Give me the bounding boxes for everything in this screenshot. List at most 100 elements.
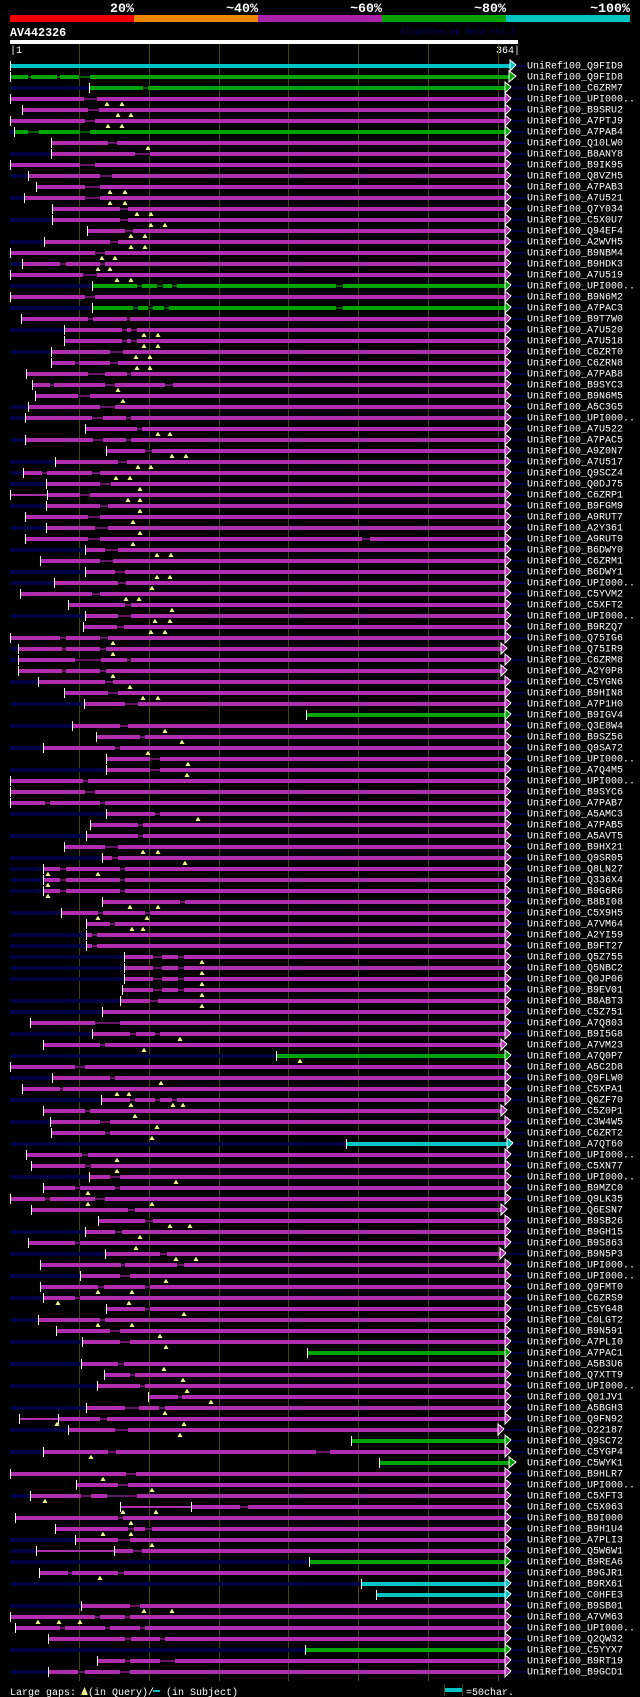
svg-text:UniRef100_B9IGV4: UniRef100_B9IGV4 — [527, 710, 623, 722]
svg-text:UniRef100_Q9SCZ4: UniRef100_Q9SCZ4 — [527, 468, 623, 480]
svg-text:UniRef100_B9REA6: UniRef100_B9REA6 — [527, 1557, 623, 1569]
svg-text:UniRef100_A7U518: UniRef100_A7U518 — [527, 336, 623, 348]
svg-text:UniRef100_B9SRU2: UniRef100_B9SRU2 — [527, 105, 623, 117]
svg-text:UniRef100_A7PAC1: UniRef100_A7PAC1 — [527, 1348, 623, 1360]
svg-text:AV442326: AV442326 — [10, 26, 66, 40]
svg-text:UniRef100_UPI000..: UniRef100_UPI000.. — [527, 1381, 635, 1393]
svg-text:UniRef100_B9SZ56: UniRef100_B9SZ56 — [527, 732, 623, 744]
svg-text:UniRef100_A7PAC5: UniRef100_A7PAC5 — [527, 435, 623, 447]
svg-text:UniRef100_UPI000..: UniRef100_UPI000.. — [527, 1172, 635, 1184]
svg-text:UniRef100_B9SYC6: UniRef100_B9SYC6 — [527, 787, 623, 799]
svg-text:UniRef100_Q9SC72: UniRef100_Q9SC72 — [527, 1436, 623, 1448]
svg-text:UniRef100_A5C3G5: UniRef100_A5C3G5 — [527, 402, 623, 414]
svg-text:UniRef100_A7PTJ9: UniRef100_A7PTJ9 — [527, 116, 623, 128]
svg-text:UniRef100_B9SB01: UniRef100_B9SB01 — [527, 1601, 623, 1613]
svg-text:UniRef100_C5YVM2: UniRef100_C5YVM2 — [527, 589, 623, 601]
svg-text:UniRef100_Q9FID9: UniRef100_Q9FID9 — [527, 61, 623, 73]
svg-text:UniRef100_UPI000..: UniRef100_UPI000.. — [527, 1623, 635, 1635]
svg-text:UniRef100_B8BI08: UniRef100_B8BI08 — [527, 897, 623, 909]
svg-text:UniRef100_C6ZRT2: UniRef100_C6ZRT2 — [527, 1128, 623, 1140]
svg-text:UniRef100_Q9FID8: UniRef100_Q9FID8 — [527, 72, 623, 84]
svg-text:UniRef100_A7P1H0: UniRef100_A7P1H0 — [527, 699, 623, 711]
svg-text:UniRef100_B9N591: UniRef100_B9N591 — [527, 1326, 623, 1338]
svg-text:UniRef100_A7U522: UniRef100_A7U522 — [527, 424, 623, 436]
svg-text:UniRef100_B9HLR7: UniRef100_B9HLR7 — [527, 1469, 623, 1481]
svg-text:UniRef100_A7Q4M5: UniRef100_A7Q4M5 — [527, 765, 623, 777]
svg-text:UniRef100_Q0DJ75: UniRef100_Q0DJ75 — [527, 479, 623, 491]
svg-text:UniRef100_A7Q0P7: UniRef100_A7Q0P7 — [527, 1051, 623, 1063]
svg-text:UniRef100_C5YYX7: UniRef100_C5YYX7 — [527, 1645, 623, 1657]
svg-text:|1: |1 — [10, 45, 22, 57]
svg-text:UniRef100_B9GCD1: UniRef100_B9GCD1 — [527, 1667, 623, 1679]
svg-text:UniRef100_Q75IR9: UniRef100_Q75IR9 — [527, 644, 623, 656]
svg-text:UniRef100_C6ZRM7: UniRef100_C6ZRM7 — [527, 83, 623, 95]
svg-text:UniRef100_Q336X4: UniRef100_Q336X4 — [527, 875, 623, 887]
svg-text:UniRef100_B9SB26: UniRef100_B9SB26 — [527, 1216, 623, 1228]
svg-text:UniRef100_A7Q803: UniRef100_A7Q803 — [527, 1018, 623, 1030]
svg-text:UniRef100_C6ZRS9: UniRef100_C6ZRS9 — [527, 1293, 623, 1305]
svg-text:UniRef100_C5YGP4: UniRef100_C5YGP4 — [527, 1447, 623, 1459]
svg-text:~40%: ~40% — [226, 1, 258, 16]
svg-text:UniRef100_C5Z0P1: UniRef100_C5Z0P1 — [527, 1106, 623, 1118]
svg-text:UniRef100_A9Z0N7: UniRef100_A9Z0N7 — [527, 446, 623, 458]
svg-text:UniRef100_Q94EF4: UniRef100_Q94EF4 — [527, 226, 623, 238]
svg-text:20%: 20% — [110, 1, 134, 16]
svg-text:(in Query)/: (in Query)/ — [88, 1687, 154, 1697]
svg-text:UniRef100_Q0JP06: UniRef100_Q0JP06 — [527, 974, 623, 986]
svg-text:UniRef100_B8ANY8: UniRef100_B8ANY8 — [527, 149, 623, 161]
svg-text:UniRef100_A7PAB8: UniRef100_A7PAB8 — [527, 369, 623, 381]
svg-text:UniRef100_UPI000..: UniRef100_UPI000.. — [527, 413, 635, 425]
svg-text:UniRef100_A7VM23: UniRef100_A7VM23 — [527, 1040, 623, 1052]
svg-text:UniRef100_A7PAB5: UniRef100_A7PAB5 — [527, 820, 623, 832]
svg-text:UniRef100_C6ZRN8: UniRef100_C6ZRN8 — [527, 358, 623, 370]
svg-text:UniRef100_B9HIN8: UniRef100_B9HIN8 — [527, 688, 623, 700]
svg-text:UniRef100_B9I5G8: UniRef100_B9I5G8 — [527, 1029, 623, 1041]
svg-text:~100%: ~100% — [590, 1, 630, 16]
svg-text:UniRef100_C5XFT3: UniRef100_C5XFT3 — [527, 1491, 623, 1503]
svg-text:UniRef100_B9S863: UniRef100_B9S863 — [527, 1238, 623, 1250]
svg-text:=50char.: =50char. — [466, 1687, 514, 1697]
svg-text:UniRef100_B6DWY0: UniRef100_B6DWY0 — [527, 545, 623, 557]
svg-text:UniRef100_UPI000..: UniRef100_UPI000.. — [527, 1480, 635, 1492]
svg-text:UniRef100_B9N5P3: UniRef100_B9N5P3 — [527, 1249, 623, 1261]
svg-text:UniRef100_Q8LN27: UniRef100_Q8LN27 — [527, 864, 623, 876]
svg-text:UniRef100_C5YG48: UniRef100_C5YG48 — [527, 1304, 623, 1316]
svg-text:UniRef100_A2Y0P8: UniRef100_A2Y0P8 — [527, 666, 623, 678]
svg-text:AlignView.pm Beta rel.7: AlignView.pm Beta rel.7 — [400, 27, 515, 37]
svg-text:UniRef100_C6ZRM1: UniRef100_C6ZRM1 — [527, 556, 623, 568]
svg-text:UniRef100_C5YGN6: UniRef100_C5YGN6 — [527, 677, 623, 689]
svg-text:UniRef100_B9GJR1: UniRef100_B9GJR1 — [527, 1568, 623, 1580]
svg-text:UniRef100_Q7Y034: UniRef100_Q7Y034 — [527, 204, 623, 216]
svg-text:UniRef100_B9SYC3: UniRef100_B9SYC3 — [527, 380, 623, 392]
svg-text:UniRef100_A7PAC3: UniRef100_A7PAC3 — [527, 303, 623, 315]
svg-text:364|: 364| — [496, 45, 520, 57]
svg-text:UniRef100_Q75IG6: UniRef100_Q75IG6 — [527, 633, 623, 645]
svg-text:UniRef100_C6ZRP1: UniRef100_C6ZRP1 — [527, 490, 623, 502]
svg-text:UniRef100_B9G6R6: UniRef100_B9G6R6 — [527, 886, 623, 898]
svg-text:UniRef100_Q2QW32: UniRef100_Q2QW32 — [527, 1634, 623, 1646]
svg-text:UniRef100_A7VM64: UniRef100_A7VM64 — [527, 919, 623, 931]
svg-text:UniRef100_A7PAB3: UniRef100_A7PAB3 — [527, 182, 623, 194]
svg-text:UniRef100_B9NBM4: UniRef100_B9NBM4 — [527, 248, 623, 260]
svg-text:UniRef100_B9EV01: UniRef100_B9EV01 — [527, 985, 623, 997]
svg-text:UniRef100_C5XFT2: UniRef100_C5XFT2 — [527, 600, 623, 612]
svg-text:UniRef100_B9IK95: UniRef100_B9IK95 — [527, 160, 623, 172]
svg-text:UniRef100_C0HFE3: UniRef100_C0HFE3 — [527, 1590, 623, 1602]
svg-text:UniRef100_B9HX21: UniRef100_B9HX21 — [527, 842, 623, 854]
svg-text:UniRef100_Q10LW0: UniRef100_Q10LW0 — [527, 138, 623, 150]
svg-text:UniRef100_A5C2D8: UniRef100_A5C2D8 — [527, 1062, 623, 1074]
svg-text:UniRef100_C6ZRM8: UniRef100_C6ZRM8 — [527, 655, 623, 667]
svg-text:UniRef100_UPI000..: UniRef100_UPI000.. — [527, 94, 635, 106]
svg-text:UniRef100_B9MZC0: UniRef100_B9MZC0 — [527, 1183, 623, 1195]
svg-text:Large gaps:: Large gaps: — [10, 1688, 76, 1697]
svg-text:UniRef100_Q5Z755: UniRef100_Q5Z755 — [527, 952, 623, 964]
svg-text:UniRef100_UPI000..: UniRef100_UPI000.. — [527, 1150, 635, 1162]
svg-text:UniRef100_B9H1U4: UniRef100_B9H1U4 — [527, 1524, 623, 1536]
svg-text:UniRef100_B9RZQ7: UniRef100_B9RZQ7 — [527, 622, 623, 634]
svg-text:UniRef100_UPI000..: UniRef100_UPI000.. — [527, 281, 635, 293]
svg-text:UniRef100_Q7XTT9: UniRef100_Q7XTT9 — [527, 1370, 623, 1382]
svg-text:UniRef100_Q5W6W1: UniRef100_Q5W6W1 — [527, 1546, 623, 1558]
svg-text:UniRef100_A5BGH3: UniRef100_A5BGH3 — [527, 1403, 623, 1415]
svg-text:UniRef100_B9T7W0: UniRef100_B9T7W0 — [527, 314, 623, 326]
svg-text:UniRef100_C5X0U7: UniRef100_C5X0U7 — [527, 215, 623, 227]
